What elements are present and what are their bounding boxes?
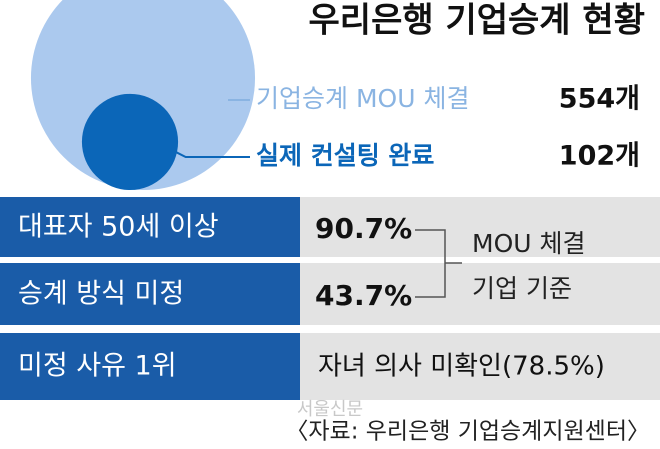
bubble-group xyxy=(30,0,256,190)
row-value-box xyxy=(300,263,660,325)
bracket-note: 기업 기준 xyxy=(472,274,572,303)
row-label: 대표자 50세 이상 xyxy=(18,212,219,243)
chart-title: 우리은행 기업승계 현황 xyxy=(309,1,645,41)
bubble-value: 554개 xyxy=(559,84,640,115)
bubble xyxy=(81,93,179,190)
row-label-box xyxy=(0,333,300,400)
leader-line xyxy=(175,151,250,158)
row-label: 승계 방식 미정 xyxy=(18,279,184,310)
row-value-box xyxy=(300,197,660,257)
source: 〈자료: 우리은행 기업승계지원센터〉 xyxy=(285,419,650,445)
row-value-box xyxy=(300,333,660,400)
row-value: 43.7% xyxy=(315,279,412,312)
row-value: 90.7% xyxy=(315,212,412,245)
bubble-label: 실제 컨설팅 완료 xyxy=(256,141,434,170)
row-value: 자녀 의사 미확인(78.5%) xyxy=(318,352,605,382)
row-label-box xyxy=(0,197,300,257)
bracket-note: MOU 체결 xyxy=(472,229,586,258)
bubble-value: 102개 xyxy=(559,141,640,172)
row-label-box xyxy=(0,263,300,325)
row-label: 미정 사유 1위 xyxy=(18,351,177,382)
watermark: 서울신문 xyxy=(297,399,363,420)
bubble-label: 기업승계 MOU 체결 xyxy=(256,84,469,113)
bracket xyxy=(415,229,462,298)
